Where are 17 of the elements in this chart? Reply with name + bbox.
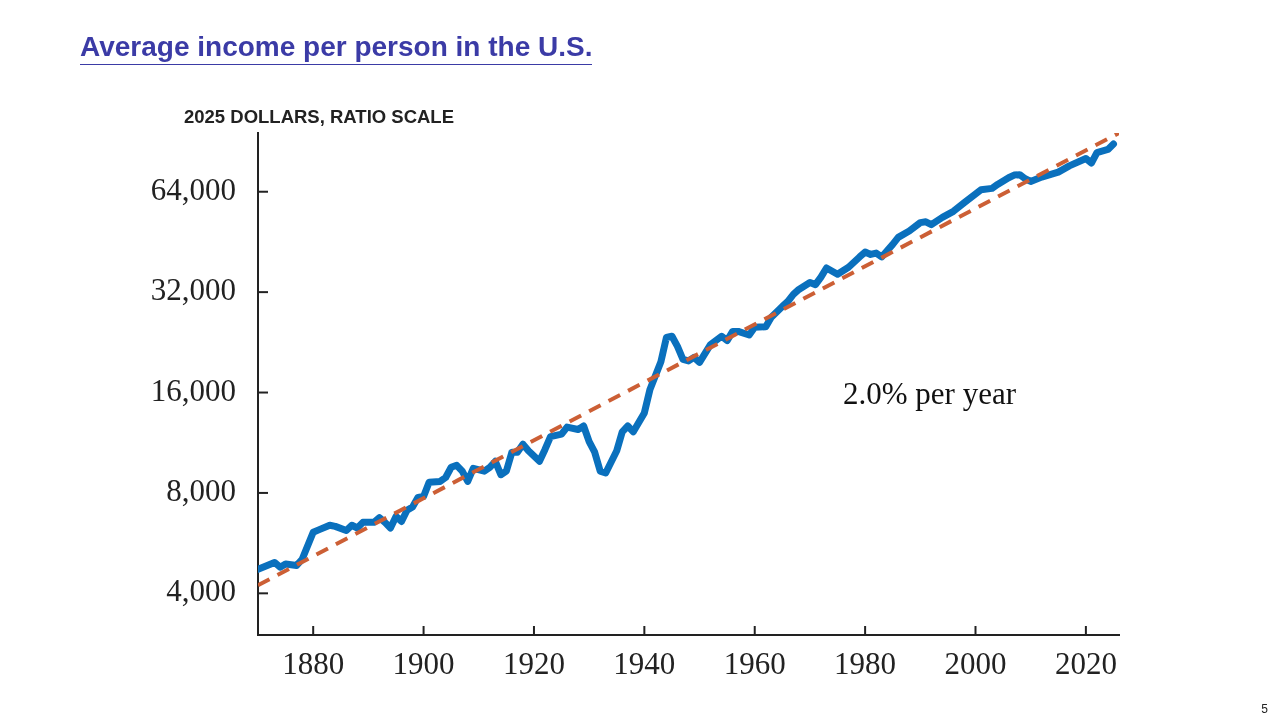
annotation: 2.0% per year — [843, 376, 1016, 412]
x-tick-label: 1900 — [392, 645, 455, 681]
y-axis-title: 2025 DOLLARS, RATIO SCALE — [184, 106, 455, 128]
x-tick-label: 1980 — [834, 645, 897, 681]
x-tick-label: 2020 — [1054, 645, 1117, 681]
y-tick-label: 64,000 — [150, 171, 236, 207]
x-tick-label: 1940 — [613, 645, 676, 681]
y-tick-label: 16,000 — [150, 372, 236, 408]
y-tick-label: 4,000 — [166, 573, 236, 609]
y-tick-label: 8,000 — [166, 473, 236, 509]
x-tick-label: 2000 — [944, 645, 1007, 681]
x-tick-label: 1880 — [282, 645, 345, 681]
x-tick-label: 1920 — [502, 645, 565, 681]
text: 5 — [1261, 702, 1268, 716]
x-tick-label: 1960 — [723, 645, 786, 681]
chart-title: Average income per person in the U.S. — [80, 31, 593, 65]
y-tick-label: 32,000 — [150, 272, 236, 308]
